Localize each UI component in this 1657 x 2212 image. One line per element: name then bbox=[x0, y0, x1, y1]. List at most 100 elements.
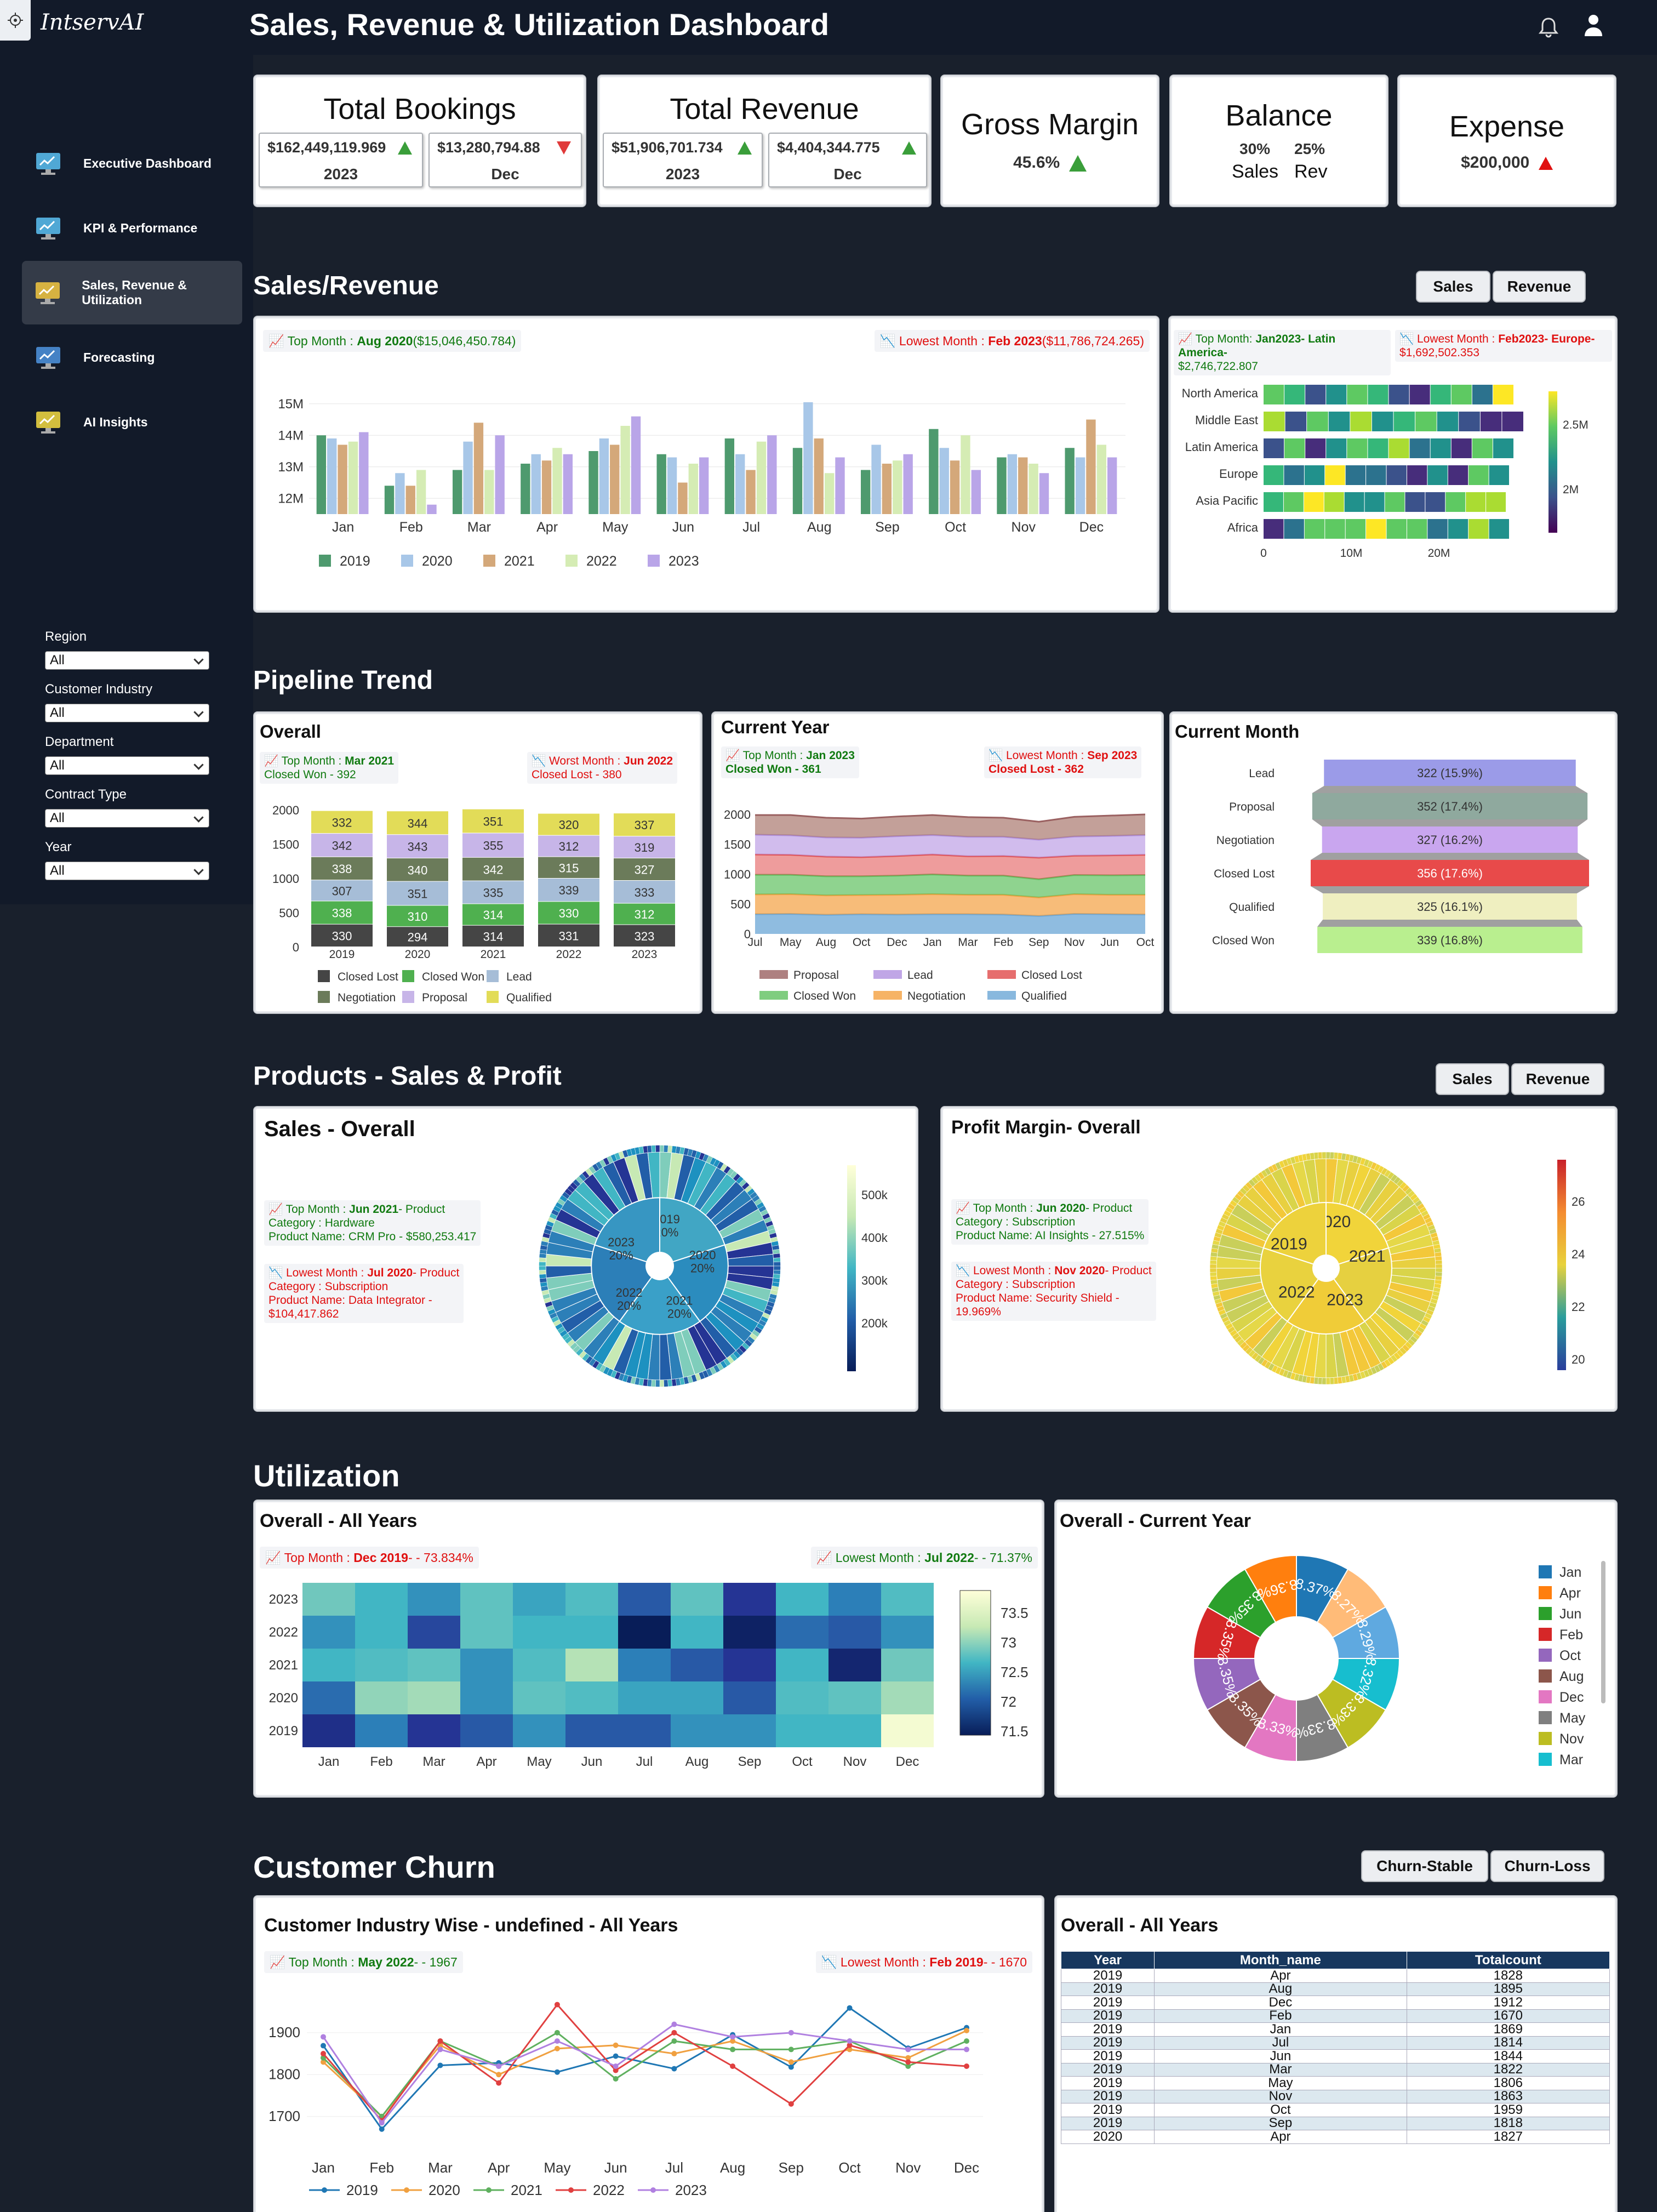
heat-cell-2023-Aug bbox=[671, 1583, 723, 1616]
bar-2020-Jun bbox=[667, 457, 677, 514]
filter-select-department[interactable]: All bbox=[45, 756, 209, 775]
churn-loss-button[interactable]: Churn-Loss bbox=[1490, 1850, 1604, 1882]
data-label: 312 bbox=[559, 840, 579, 853]
point-2019 bbox=[554, 2069, 560, 2075]
legend-label: Closed Won bbox=[422, 971, 484, 983]
churn-stable-button[interactable]: Churn-Stable bbox=[1361, 1850, 1488, 1882]
filter-select-year[interactable]: All bbox=[45, 862, 209, 880]
heat-cell-2023-Sep bbox=[723, 1583, 776, 1616]
x-tick-label: Mar bbox=[467, 520, 491, 535]
card-title: Overall - All Years bbox=[1061, 1915, 1219, 1936]
bell-icon[interactable] bbox=[1538, 16, 1559, 41]
kpi-total-revenue: Total Revenue $51,906,701.734 2023 $4,40… bbox=[597, 75, 932, 207]
point-2019 bbox=[379, 2126, 385, 2132]
top-month-note: 📈 Top Month : Jun 2020- Product Category … bbox=[951, 1199, 1149, 1245]
x-tick-label: Jan bbox=[332, 520, 354, 535]
pipeline-current-month-card: Current Month 322 (15.9%) Lead 352 (17.4%)… bbox=[1169, 711, 1618, 1014]
legend-label: Closed Lost bbox=[338, 971, 398, 983]
heat-cell-2021-Jan bbox=[302, 1649, 355, 1681]
kpi-value: $13,280,794.88 bbox=[437, 139, 540, 156]
x-tick-label: Jul bbox=[748, 936, 763, 949]
heat-cell-2021-Dec bbox=[881, 1649, 934, 1681]
card-title: Sales - Overall bbox=[264, 1117, 415, 1141]
filter-select-region[interactable]: All bbox=[45, 651, 209, 670]
bar-2020-May bbox=[599, 438, 609, 514]
user-icon[interactable] bbox=[1584, 13, 1603, 40]
data-label: 330 bbox=[332, 929, 352, 943]
row-label: North America bbox=[1182, 386, 1259, 400]
point-2019 bbox=[847, 2005, 853, 2011]
sunburst-pct-label: 20% bbox=[609, 1248, 633, 1262]
y-tick-label: 500 bbox=[279, 907, 299, 920]
lowest-month-note: 📉 Lowest Month : Sep 2023 Closed Lost - 3… bbox=[984, 746, 1142, 778]
revenue-button[interactable]: Revenue bbox=[1493, 271, 1586, 303]
products-revenue-button[interactable]: Revenue bbox=[1511, 1063, 1604, 1095]
stack-Proposal-2020 bbox=[387, 835, 448, 858]
note-text: Product Name: Security Shield - bbox=[956, 1292, 1119, 1304]
x-tick-label: Jan bbox=[318, 1754, 340, 1769]
kpi-period: 2023 bbox=[665, 166, 700, 183]
x-tick-label: Aug bbox=[807, 520, 831, 535]
sunburst-year-label: 2021 bbox=[1349, 1247, 1386, 1265]
table-header[interactable]: Year bbox=[1060, 1951, 1155, 1969]
filter-select-contract-type[interactable]: All bbox=[45, 809, 209, 828]
sunburst-inner-segment bbox=[1262, 1201, 1327, 1265]
filter-label: Region bbox=[45, 629, 87, 644]
heat-cell-2021-Sep bbox=[723, 1649, 776, 1681]
table-cell: 2019 bbox=[1060, 2022, 1155, 2037]
monitor-chart-icon bbox=[33, 148, 64, 179]
note-month: Jan 2023 bbox=[806, 749, 855, 762]
note-month: Feb2023- Europe- bbox=[1498, 333, 1595, 345]
sunburst-rim-segment bbox=[1313, 1152, 1319, 1160]
pipeline-area-chart: 0 500 1000 1500 2000 Jul May Aug Oct Dec Jan Mar Feb… bbox=[724, 808, 1154, 1002]
kpi-title: Expense bbox=[1449, 110, 1565, 143]
sales-button[interactable]: Sales bbox=[1416, 271, 1490, 303]
note-value: Closed Lost - 362 bbox=[989, 763, 1084, 776]
colorbar bbox=[959, 1590, 991, 1736]
sunburst-rim-segment bbox=[773, 1265, 781, 1270]
bar-2020-Oct bbox=[939, 448, 949, 514]
point-2019 bbox=[321, 2043, 326, 2049]
legend-swatch bbox=[1539, 1607, 1552, 1620]
table-header[interactable]: Month_name bbox=[1154, 1951, 1407, 1969]
note-month: Mar 2021 bbox=[345, 755, 395, 767]
y-tick-label: 1500 bbox=[272, 838, 299, 852]
products-sales-button[interactable]: Sales bbox=[1436, 1063, 1509, 1095]
sidebar-item-forecasting[interactable]: Forecasting bbox=[22, 326, 242, 389]
donut-slice bbox=[1244, 1554, 1297, 1623]
data-label: 315 bbox=[559, 861, 579, 875]
heat-cell bbox=[1472, 438, 1493, 458]
sidebar-item-sales-revenue-utilization[interactable]: Sales, Revenue & Utilization bbox=[22, 261, 242, 324]
heat-cell bbox=[1409, 385, 1430, 404]
funnel-bar-qualified bbox=[1323, 893, 1577, 920]
sunburst-inner-segment bbox=[619, 1276, 701, 1335]
heat-cell-2022-Nov bbox=[828, 1616, 881, 1649]
funnel-label: 325 (16.1%) bbox=[1417, 900, 1483, 914]
table-cell: 1895 bbox=[1406, 1982, 1610, 1996]
sidebar-item-kpi-performance[interactable]: KPI & Performance bbox=[22, 196, 242, 260]
x-tick-label: Sep bbox=[1029, 936, 1049, 949]
heat-cell bbox=[1502, 412, 1523, 431]
funnel-category: Lead bbox=[1249, 767, 1275, 780]
data-label: 294 bbox=[408, 931, 428, 944]
heat-cell bbox=[1304, 519, 1325, 539]
sidebar-item-ai-insights[interactable]: AI Insights bbox=[22, 390, 242, 454]
note-value: $2,746,722.807 bbox=[1178, 360, 1258, 373]
point-2023 bbox=[554, 2038, 560, 2044]
filter-select-customer-industry[interactable]: All bbox=[45, 704, 209, 722]
heat-low-note: 📉 Lowest Month : Feb2023- Europe- $1,692,… bbox=[1395, 330, 1612, 362]
heat-cell-2022-Oct bbox=[776, 1616, 828, 1649]
sidebar-item-executive-dashboard[interactable]: Executive Dashboard bbox=[22, 132, 242, 195]
colorbar bbox=[1557, 1160, 1566, 1370]
stack-Closed Lost-2023 bbox=[614, 925, 675, 947]
section-title-churn: Customer Churn bbox=[253, 1850, 495, 1884]
table-header[interactable]: Totalcount bbox=[1406, 1951, 1610, 1969]
table-row: 2019 Jul 1814 bbox=[1060, 2036, 1610, 2050]
y-tick-label: 2019 bbox=[269, 1724, 298, 1738]
table-cell: Aug bbox=[1154, 1982, 1407, 1996]
heat-cell bbox=[1326, 385, 1347, 404]
data-label: 312 bbox=[635, 908, 655, 921]
bar-2023-Apr bbox=[563, 454, 573, 514]
kpi-value: $4,404,344.775 bbox=[777, 139, 880, 156]
